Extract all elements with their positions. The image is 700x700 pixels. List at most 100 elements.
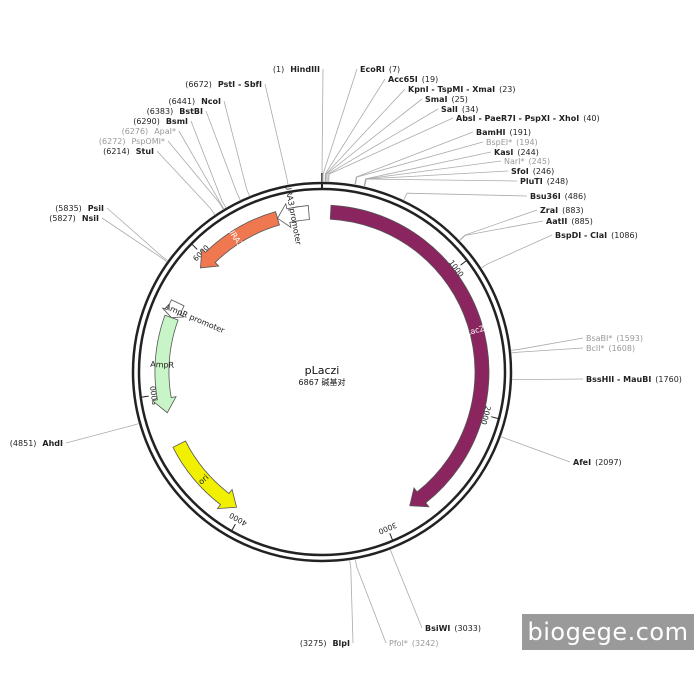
site-name: Bsu36I [530,192,561,201]
site-bsabi-label: BsaBI* (1593) [586,334,643,343]
site-name: SfoI [511,167,529,176]
site-bcli: BclI* (1608) [511,344,635,354]
site-name: NsiI [82,214,99,223]
site-position: (1593) [616,334,643,343]
site-bamhi-label: BamHI (191) [476,128,531,137]
scale-tick-label-4000: 4000 [227,511,248,528]
site-name: BlpI [332,639,350,648]
site-aatii-label: AatII (885) [546,217,593,226]
site-position: (244) [517,148,539,157]
site-position: (191) [510,128,532,137]
site-position: (3275) [300,639,327,648]
site-name: Acc65I [388,75,418,84]
site-bsshii-maubi-label: BssHII - MauBI (1760) [586,375,682,384]
site-hindiii: (1) HindIII [273,65,324,182]
site-nsii-label: (5827) NsiI [49,214,99,223]
site-position: (6672) [185,80,212,89]
site-position: (5827) [49,214,76,223]
site-name: EcoRI [360,65,385,74]
site-afei-leader [500,436,571,463]
restriction-sites: (1) HindIII EcoRI (7)Acc65I (19)KpnI - TspMI… [10,65,682,648]
site-pluti-label: PluTI (248) [520,177,568,186]
scale-tick-3000 [389,533,393,540]
site-apai-leader [178,130,225,210]
site-pfoi: PfoI* (3242) [354,558,439,648]
site-name: PsiI [88,204,104,213]
feature-ampr-promoter-arrow [162,299,185,319]
site-hindiii-leader [321,68,324,182]
site-name: BspDI - ClaI [555,231,607,240]
site-name: NcoI [201,97,221,106]
site-position: (194) [516,138,538,147]
site-pspomi-leader [167,140,224,210]
site-position: (246) [533,167,555,176]
site-name: AfeI [573,458,591,467]
site-blpi-leader [349,559,354,644]
site-position: (883) [562,206,584,215]
site-position: (1) [273,65,284,74]
site-zrai-label: ZraI (883) [540,206,584,215]
site-bsmi: (6290) BsmI [133,117,227,209]
site-stui-leader [156,150,216,216]
site-bstbi-label: (6383) BstBI [147,107,203,116]
site-bspei: BspEI* (194) [354,138,538,186]
site-name: BspEI* [486,138,512,147]
site-ahdi-label: (4851) AhdI [10,439,63,448]
site-smai-label: SmaI (25) [425,95,468,104]
site-name: ZraI [540,206,558,215]
site-ahdi-leader [65,423,140,444]
site-bsmi-label: (6290) BsmI [133,117,188,126]
site-position: (6272) [99,137,126,146]
site-nari-label: NarI* (245) [504,157,550,166]
site-name: PstI - SbfI [218,80,262,89]
site-position: (1608) [608,344,635,353]
site-pspomi-label: (6272) PspOMI* [99,137,165,146]
site-ecori-leader [322,68,358,183]
site-position: (6441) [168,97,195,106]
site-position: (3033) [454,624,481,633]
site-position: (7) [389,65,400,74]
site-bsu36i-label: Bsu36I (486) [530,192,586,201]
site-ecori: EcoRI (7) [322,65,400,183]
site-name: StuI [136,147,154,156]
site-bspdi-clai-leader [480,234,553,269]
site-name: HindIII [290,65,320,74]
site-bsmi-leader [190,120,227,209]
scale-tick-label-3000: 3000 [377,520,398,536]
site-bsshii-maubi: BssHII - MauBI (1760) [511,375,682,384]
site-sali-label: SalI (34) [441,105,478,114]
site-position: (6290) [133,117,160,126]
site-name: PfoI* [389,639,408,648]
site-position: (34) [462,105,478,114]
site-bsabi: BsaBI* (1593) [510,334,643,351]
site-name: BsmI [166,117,188,126]
site-name: PspOMI* [132,137,166,146]
site-absi-paer7i-pspxi-xhoi: AbsI - PaeR7I - PspXI - XhoI (40) [328,114,600,183]
site-name: BstBI [179,107,203,116]
site-sfoi-leader [363,170,509,187]
site-pluti-leader [364,178,518,187]
plasmid-name: pLaczi [305,364,340,377]
site-name: BsaBI* [586,334,612,343]
site-sali: SalI (34) [327,105,478,183]
site-position: (3242) [412,639,439,648]
site-position: (248) [547,177,569,186]
site-name: KpnI - TspMI - XmaI [408,85,495,94]
site-kpni-tspmi-xmai-label: KpnI - TspMI - XmaI (23) [408,85,516,94]
site-afei-label: AfeI (2097) [573,458,622,467]
site-absi-paer7i-pspxi-xhoi-label: AbsI - PaeR7I - PspXI - XhoI (40) [456,114,600,123]
site-afei: AfeI (2097) [500,436,622,467]
site-apai: (6276) ApaI* [122,127,225,210]
site-aatii: AatII (885) [459,217,593,242]
site-name: NarI* [504,157,525,166]
scale-tick-6000 [191,244,198,250]
feature-laczi-arrow [329,204,490,508]
site-position: (25) [451,95,467,104]
site-psii-leader [106,207,169,262]
site-name: AhdI [42,439,63,448]
site-pfoi-leader [354,558,387,644]
feature-ori-arrow [172,440,238,510]
